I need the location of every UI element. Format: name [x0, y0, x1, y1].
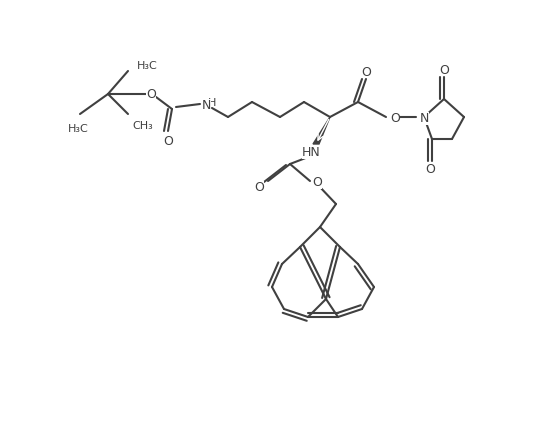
Text: H₃C: H₃C — [137, 61, 158, 71]
Text: O: O — [425, 163, 435, 176]
Text: HN: HN — [302, 146, 321, 159]
Text: O: O — [312, 176, 322, 189]
Text: O: O — [390, 112, 400, 125]
Text: H₃C: H₃C — [68, 124, 89, 134]
Text: O: O — [163, 135, 173, 148]
Text: O: O — [439, 64, 449, 76]
Text: O: O — [254, 181, 264, 194]
Text: O: O — [361, 65, 371, 78]
Text: N: N — [420, 112, 430, 125]
Text: H: H — [208, 98, 216, 108]
Text: CH₃: CH₃ — [132, 121, 153, 131]
Polygon shape — [313, 118, 330, 145]
Text: N: N — [202, 99, 211, 112]
Text: O: O — [146, 87, 156, 100]
